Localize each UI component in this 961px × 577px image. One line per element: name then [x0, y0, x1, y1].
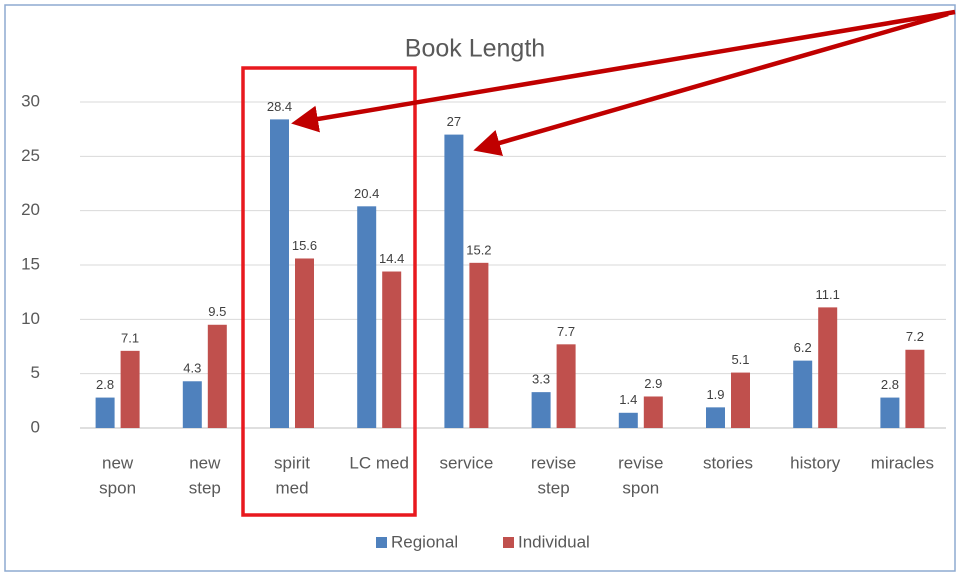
data-label: 1.9: [706, 387, 724, 402]
bar: [444, 134, 464, 428]
data-label: 3.3: [532, 372, 550, 387]
bar: [95, 397, 115, 428]
bar: [818, 307, 838, 428]
data-label: 15.6: [292, 238, 317, 253]
bar: [469, 262, 489, 428]
bar: [905, 349, 925, 428]
bar: [618, 412, 638, 428]
data-label: 9.5: [208, 304, 226, 319]
bar: [182, 381, 202, 428]
data-label: 28.4: [267, 99, 292, 114]
data-label: 2.9: [644, 376, 662, 391]
x-tick-label: history: [790, 453, 841, 472]
data-label: 7.2: [906, 329, 924, 344]
data-label: 2.8: [96, 377, 114, 392]
bar: [270, 119, 289, 429]
legend-swatch: [503, 537, 514, 548]
data-label: 14.4: [379, 251, 404, 266]
bar: [531, 392, 551, 428]
legend-swatch: [376, 537, 387, 548]
x-tick-label: new: [189, 453, 221, 472]
bar: [207, 324, 227, 428]
y-tick-label: 10: [21, 309, 40, 328]
bar: [880, 397, 900, 428]
arrow: [291, 9, 956, 133]
y-tick-label: 30: [21, 91, 40, 110]
bar: [120, 350, 140, 428]
x-tick-label: miracles: [871, 453, 934, 472]
x-tick-label: service: [439, 453, 493, 472]
x-tick-label: revise: [531, 453, 576, 472]
data-label: 20.4: [354, 186, 379, 201]
y-tick-label: 25: [21, 146, 40, 165]
x-tick-label: step: [538, 478, 570, 497]
data-label: 7.7: [557, 324, 575, 339]
bar: [556, 344, 576, 428]
x-tick-label: spon: [99, 478, 136, 497]
x-tick-label: new: [102, 453, 134, 472]
plot: 0 5 10 15 20 25 30 new spon 2.8 7.1 new step 4.3 9.5 sp…: [21, 91, 946, 551]
x-tick-label: med: [275, 478, 308, 497]
data-label: 7.1: [121, 330, 139, 345]
y-tick-label: 20: [21, 200, 40, 219]
data-label: 6.2: [794, 340, 812, 355]
x-tick-label: stories: [703, 453, 753, 472]
x-tick-label: spirit: [274, 453, 310, 472]
x-tick-label: step: [189, 478, 221, 497]
bar: [295, 258, 314, 428]
data-label: 5.1: [731, 352, 749, 367]
bar: [706, 407, 725, 428]
arrow: [473, 11, 949, 156]
chart-title: Book Length: [405, 35, 545, 63]
x-tick-label: revise: [618, 453, 663, 472]
bar: [382, 271, 402, 428]
data-label: 15.2: [466, 242, 491, 257]
data-label: 2.8: [881, 377, 899, 392]
data-label: 4.3: [183, 361, 201, 376]
bar: [357, 206, 377, 428]
bar: [731, 372, 750, 428]
data-label: 27: [447, 114, 461, 129]
y-tick-label: 0: [31, 417, 40, 436]
legend-label: Individual: [518, 532, 590, 551]
data-label: 11.1: [816, 287, 840, 302]
y-tick-label: 15: [21, 254, 40, 273]
legend-label: Regional: [391, 532, 458, 551]
data-label: 1.4: [619, 392, 637, 407]
bar: [793, 360, 813, 428]
bar: [643, 396, 663, 428]
highlight-box: [241, 66, 417, 517]
x-tick-label: spon: [622, 478, 659, 497]
x-tick-label: LC med: [349, 453, 409, 472]
y-tick-label: 5: [31, 363, 40, 382]
